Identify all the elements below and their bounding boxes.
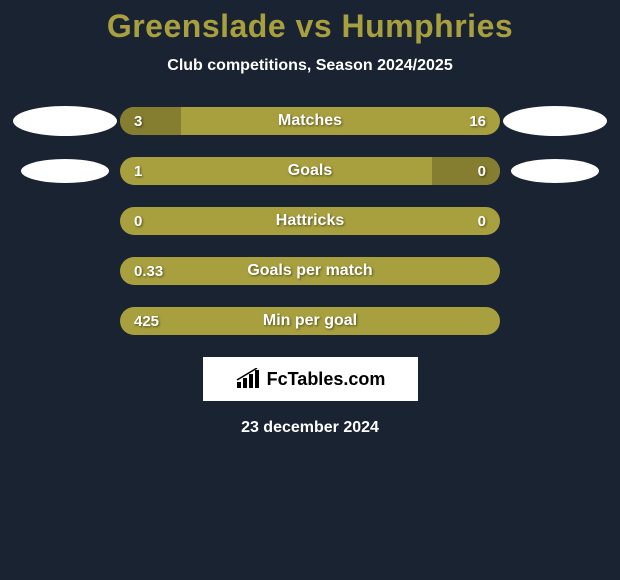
bar-value-left: 3 (134, 113, 142, 130)
left-ellipse-2 (21, 159, 109, 183)
stat-row-min-per-goal: 425 Min per goal (10, 307, 610, 335)
bar-value-left: 1 (134, 163, 142, 180)
stat-row-goals-per-match: 0.33 Goals per match (10, 257, 610, 285)
bar-value-left: 0.33 (134, 263, 163, 280)
bar-track: 0 Hattricks 0 (120, 207, 500, 235)
left-ellipse-1 (13, 106, 117, 136)
bar-label: Goals per match (247, 262, 372, 280)
bar-value-left: 0 (134, 213, 142, 230)
bar-label: Min per goal (263, 312, 357, 330)
page-title: Greenslade vs Humphries (0, 8, 620, 45)
bar-value-right: 0 (478, 213, 486, 230)
stat-row-matches: 3 Matches 16 (10, 107, 610, 135)
left-indicator-wrap (10, 106, 120, 136)
bar-label: Goals (288, 162, 332, 180)
bar-value-right: 0 (478, 163, 486, 180)
bar-label: Matches (278, 112, 342, 130)
right-ellipse-1 (503, 106, 607, 136)
date-text: 23 december 2024 (0, 419, 620, 437)
right-ellipse-2 (511, 159, 599, 183)
right-indicator-wrap (500, 106, 610, 136)
bar-label: Hattricks (276, 212, 344, 230)
bar-track: 3 Matches 16 (120, 107, 500, 135)
subtitle: Club competitions, Season 2024/2025 (0, 57, 620, 75)
logo-box[interactable]: FcTables.com (203, 357, 418, 401)
logo-text: FcTables.com (267, 369, 386, 390)
bar-fill-right (432, 157, 500, 185)
bar-track: 0.33 Goals per match (120, 257, 500, 285)
chart-area: 3 Matches 16 1 Goals 0 (0, 107, 620, 335)
bar-chart-icon (235, 368, 261, 390)
left-indicator-wrap (10, 159, 120, 183)
logo-inner: FcTables.com (235, 368, 386, 390)
bar-value-left: 425 (134, 313, 159, 330)
bar-track: 425 Min per goal (120, 307, 500, 335)
bar-track: 1 Goals 0 (120, 157, 500, 185)
bar-fill-left (120, 107, 181, 135)
right-indicator-wrap (500, 159, 610, 183)
stat-row-hattricks: 0 Hattricks 0 (10, 207, 610, 235)
comparison-widget: Greenslade vs Humphries Club competition… (0, 0, 620, 437)
stat-row-goals: 1 Goals 0 (10, 157, 610, 185)
bar-value-right: 16 (469, 113, 486, 130)
